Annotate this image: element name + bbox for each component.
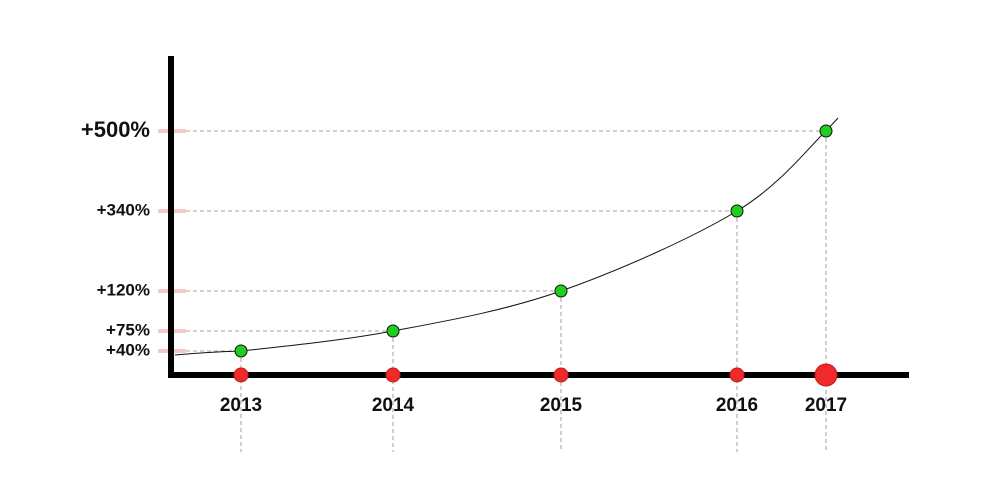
y-tick-label: +120% [97,280,150,299]
point [554,284,568,298]
x-tick-label: 2015 [540,395,583,416]
y-tick-label: +340% [97,200,150,219]
year-marker [814,363,838,387]
y-tick-label: +500% [81,117,150,142]
x-tick-label: 2017 [805,395,847,416]
x-tick-label: 2016 [716,395,758,416]
x-tick-label: 2014 [372,395,415,416]
point [730,204,744,218]
marks [174,117,839,387]
year-marker [729,367,745,383]
year-marker [233,367,249,383]
y-tick-label: +75% [106,320,150,339]
year-marker [385,367,401,383]
year-marker [553,367,569,383]
point [819,124,833,138]
x-tick-label: 2013 [220,395,262,416]
line [240,130,827,352]
y-tick-label: +40% [106,340,150,359]
point [234,344,248,358]
point [386,324,400,338]
